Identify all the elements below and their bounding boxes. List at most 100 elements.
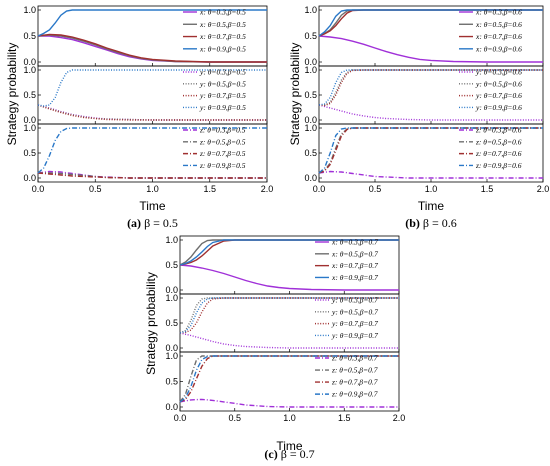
series-line-y-3 (318, 69, 543, 107)
x-tick-label: 2.0 (393, 413, 406, 423)
legend-entry: x: θ=0.5,β=0.5 (199, 20, 246, 29)
chart-3: 0.0 0.5 1.0 x: θ=0.3,β=0.7 x: θ=0.5,β=0.7 x: … (144, 235, 405, 461)
legend-entry: z: θ=0.7,β=0.5 (199, 149, 246, 158)
panel-y: 0.0 0.5 1.0 y: θ=0.3,β=0.6 y: θ=0.5,β=0.6 y: … (304, 65, 544, 125)
y-tick-label: 1.0 (23, 65, 36, 75)
panel-x: 0.0 0.5 1.0 x: θ=0.3,β=0.5 x: θ=0.5,β=0.5 x: … (23, 5, 268, 67)
x-tick-label: 0.5 (228, 413, 241, 423)
panel-x: 0.0 0.5 1.0 x: θ=0.3,β=0.6 x: θ=0.5,β=0.6 x: … (304, 5, 544, 67)
series-line-y-3 (179, 297, 399, 334)
y-tick-label: 1.0 (304, 5, 317, 15)
series-line-x-1 (179, 264, 399, 291)
legend-entry: y: θ=0.5,β=0.6 (475, 79, 522, 88)
legend-entry: x: θ=0.9,β=0.6 (475, 44, 522, 53)
legend-entry: y: θ=0.9,β=0.5 (199, 103, 246, 112)
legend-entry: z: θ=0.9,β=0.6 (475, 161, 522, 170)
y-tick-label: 1.0 (23, 123, 36, 133)
legend-entry: x: θ=0.5,β=0.6 (475, 20, 522, 29)
x-tick-label: 1.0 (283, 413, 296, 423)
y-axis-title: Strategy probability (5, 43, 19, 146)
panel-z: 0.0 0.5 1.0 0.0 0.5 1.0 1.5 2.0 z: θ=0.3,β=0.7 z:… (165, 351, 405, 423)
series-line-z-1 (179, 398, 399, 408)
panel-x: 0.0 0.5 1.0 x: θ=0.3,β=0.7 x: θ=0.5,β=0.7 x: … (165, 235, 400, 295)
panel-y: 0.0 0.5 1.0 y: θ=0.3,β=0.7 y: θ=0.5,β=0.7 y: … (165, 293, 400, 353)
legend-entry: z: θ=0.3,β=0.6 (475, 126, 522, 135)
x-tick-label: 1.5 (338, 413, 351, 423)
legend-entry: y: θ=0.7,β=0.7 (331, 319, 378, 328)
legend-entry: y: θ=0.9,β=0.7 (331, 331, 378, 340)
legend-entry: y: θ=0.3,β=0.7 (331, 296, 378, 305)
series-line-z-1 (318, 170, 543, 179)
x-tick-label: 2.0 (261, 184, 274, 194)
legend-entry: z: θ=0.5,β=0.5 (199, 137, 246, 146)
series-line-z-2 (318, 127, 543, 174)
x-tick-label: 0.0 (174, 413, 187, 423)
series-line-x-2 (179, 239, 399, 266)
legend-entry: x: θ=0.3,β=0.5 (199, 8, 246, 17)
y-tick-label: 1.0 (304, 65, 317, 75)
y-tick-label: 0.0 (304, 115, 317, 125)
legend-entry: z: θ=0.7,β=0.6 (475, 149, 522, 158)
legend-entry: x: θ=0.7,β=0.6 (475, 32, 522, 41)
legend-entry: z: θ=0.9,β=0.7 (331, 390, 378, 399)
legend-entry: x: θ=0.5,β=0.7 (331, 249, 378, 258)
series-line-x-4 (37, 9, 267, 37)
series-line-y-4 (318, 69, 543, 106)
x-axis-title: Time (139, 199, 166, 213)
series-line-z-4 (318, 127, 543, 174)
panel-y: 0.0 0.5 1.0 y: θ=0.3,β=0.5 y: θ=0.5,β=0.5 y: … (23, 65, 268, 125)
chart-2: 0.0 0.5 1.0 x: θ=0.3,β=0.6 x: θ=0.5,β=0.6 x: … (288, 5, 549, 230)
y-tick-label: 1.0 (304, 123, 317, 133)
chart-caption: (c) β = 0.7 (264, 447, 314, 461)
x-tick-label: 0.5 (89, 184, 102, 194)
series-line-z-3 (179, 355, 399, 403)
legend-entry: y: θ=0.3,β=0.6 (475, 68, 522, 77)
chart-1: 0.0 0.5 1.0 x: θ=0.3,β=0.5 x: θ=0.5,β=0.5 x: … (5, 5, 273, 230)
y-tick-label: 0.5 (304, 148, 317, 158)
legend-entry: z: θ=0.3,β=0.7 (331, 354, 378, 363)
legend-entry: y: θ=0.5,β=0.5 (199, 79, 246, 88)
x-axis-title: Time (418, 199, 445, 213)
y-tick-label: 0.0 (23, 173, 36, 183)
x-tick-label: 1.5 (481, 184, 494, 194)
series-line-y-4 (179, 297, 399, 334)
caption-text: β = 0.6 (423, 216, 457, 230)
legend-entry: x: θ=0.3,β=0.6 (475, 8, 522, 17)
series-line-x-4 (318, 9, 543, 37)
legend-entry: z: θ=0.5,β=0.7 (331, 366, 378, 375)
series-line-y-3 (37, 104, 267, 121)
series-line-y-4 (37, 69, 267, 107)
x-tick-label: 0.5 (369, 184, 382, 194)
series-line-y-1 (318, 104, 543, 121)
legend-entry: y: θ=0.9,β=0.6 (475, 103, 522, 112)
y-tick-label: 1.0 (165, 351, 178, 361)
series-line-z-3 (37, 172, 267, 179)
y-axis-title: Strategy probability (144, 272, 158, 375)
y-tick-label: 1.0 (23, 5, 36, 15)
y-tick-label: 0.5 (23, 90, 36, 100)
y-tick-label: 0.0 (304, 173, 317, 183)
y-tick-label: 0.5 (304, 90, 317, 100)
y-tick-label: 0.0 (165, 402, 178, 412)
legend-entry: x: θ=0.7,β=0.5 (199, 32, 246, 41)
legend-entry: y: θ=0.5,β=0.7 (331, 307, 378, 316)
legend-entry: z: θ=0.9,β=0.5 (199, 161, 246, 170)
y-axis-title: Strategy probability (288, 43, 302, 146)
y-tick-label: 0.0 (23, 57, 36, 67)
caption-letter: (b) (405, 216, 423, 230)
series-line-x-3 (37, 33, 267, 63)
panel-z: 0.0 0.5 1.0 0.0 0.5 1.0 1.5 2.0 z: θ=0.3,β=0.6 z:… (304, 123, 549, 194)
x-tick-label: 1.0 (146, 184, 159, 194)
legend-entry: x: θ=0.7,β=0.7 (331, 261, 378, 270)
x-tick-label: 0.0 (32, 184, 45, 194)
panel-z: 0.0 0.5 1.0 0.0 0.5 1.0 1.5 2.0 z: θ=0.3,β=0.5 z:… (23, 123, 273, 194)
series-line-x-4 (179, 239, 399, 266)
legend-entry: y: θ=0.3,β=0.5 (199, 68, 246, 77)
caption-letter: (c) (264, 447, 280, 461)
legend-entry: x: θ=0.9,β=0.5 (199, 44, 246, 53)
series-line-x-1 (318, 35, 543, 63)
y-tick-label: 0.5 (165, 260, 178, 270)
legend-entry: z: θ=0.5,β=0.6 (475, 137, 522, 146)
x-tick-label: 1.5 (203, 184, 216, 194)
